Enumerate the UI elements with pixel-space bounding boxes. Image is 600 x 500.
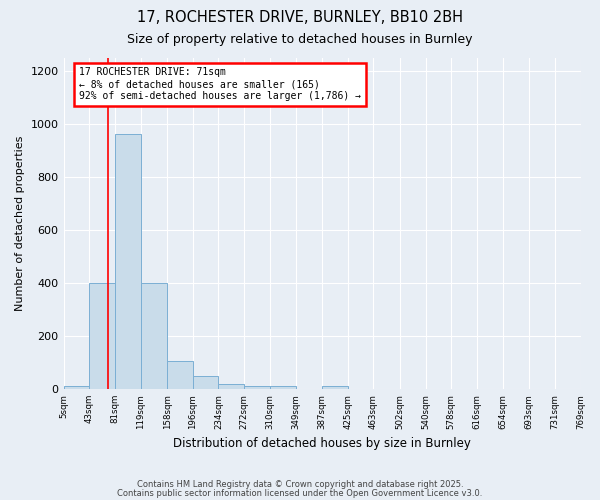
Bar <box>244 386 270 389</box>
Bar <box>89 283 115 389</box>
Text: Contains HM Land Registry data © Crown copyright and database right 2025.: Contains HM Land Registry data © Crown c… <box>137 480 463 489</box>
Text: 17 ROCHESTER DRIVE: 71sqm
← 8% of detached houses are smaller (165)
92% of semi-: 17 ROCHESTER DRIVE: 71sqm ← 8% of detach… <box>79 68 361 100</box>
Bar <box>140 283 167 389</box>
X-axis label: Distribution of detached houses by size in Burnley: Distribution of detached houses by size … <box>173 437 471 450</box>
Text: Contains public sector information licensed under the Open Government Licence v3: Contains public sector information licen… <box>118 489 482 498</box>
Bar <box>218 384 244 389</box>
Bar <box>322 386 348 389</box>
Bar <box>193 376 218 389</box>
Bar <box>167 361 193 389</box>
Bar <box>64 386 89 389</box>
Text: 17, ROCHESTER DRIVE, BURNLEY, BB10 2BH: 17, ROCHESTER DRIVE, BURNLEY, BB10 2BH <box>137 10 463 25</box>
Text: Size of property relative to detached houses in Burnley: Size of property relative to detached ho… <box>127 32 473 46</box>
Bar <box>270 386 296 389</box>
Y-axis label: Number of detached properties: Number of detached properties <box>15 136 25 311</box>
Bar <box>115 134 140 389</box>
